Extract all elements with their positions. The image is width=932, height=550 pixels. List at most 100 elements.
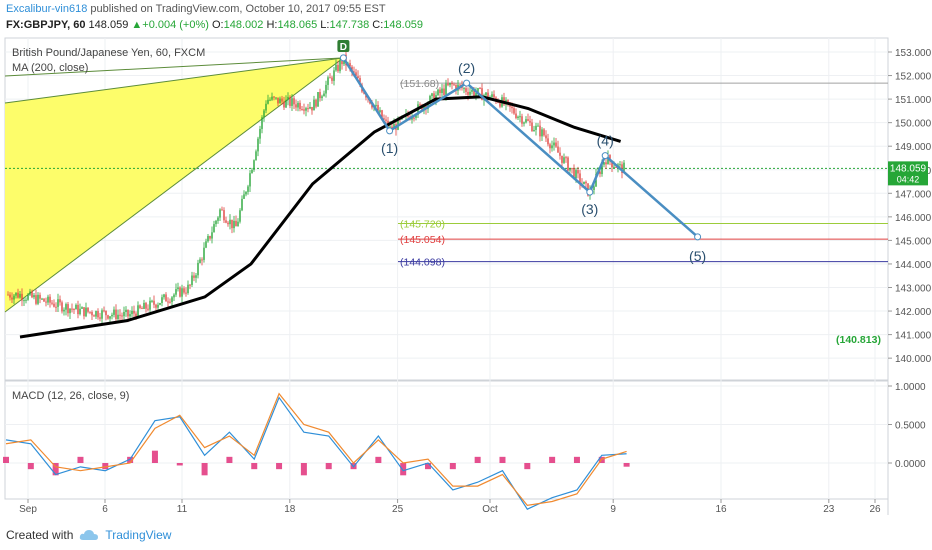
candle-body — [149, 300, 151, 310]
candle-body — [223, 210, 225, 221]
candle-body — [221, 209, 223, 211]
macd-hist-bar — [474, 456, 481, 463]
candle-body — [87, 307, 89, 312]
candle-body — [47, 296, 49, 303]
level-label: (140.813) — [836, 334, 881, 346]
candle-body — [51, 302, 53, 304]
author-link[interactable]: Excalibur-vin618 — [6, 3, 88, 15]
wave-point-marker[interactable] — [386, 127, 394, 135]
candle-body — [485, 92, 487, 96]
candle-body — [473, 89, 475, 96]
macd-line[interactable] — [5, 396, 627, 510]
candle-body — [7, 294, 9, 296]
symbol-label[interactable]: FX:GBPJPY, 60 — [6, 19, 86, 31]
wave-point-marker[interactable] — [463, 79, 471, 87]
candle-body — [535, 125, 537, 130]
macd-hist-bar — [3, 456, 9, 463]
candle-body — [97, 311, 99, 318]
candle-body — [37, 294, 39, 304]
macd-hist-bar — [499, 456, 506, 463]
candle-body — [115, 309, 117, 320]
macd-hist-bar — [400, 463, 407, 476]
candle-body — [127, 309, 129, 317]
candle-body — [263, 110, 265, 118]
d-point-marker[interactable]: D — [337, 40, 350, 53]
candle-body — [17, 292, 19, 298]
candle-body — [433, 93, 435, 103]
macd-hist-bar — [102, 463, 109, 470]
candle-body — [193, 275, 195, 278]
price-tick-label: 142.000 — [895, 307, 932, 318]
ohlc-line: FX:GBPJPY, 60 148.059 ▲+0.004 (+0%) O:14… — [6, 19, 424, 31]
candle-body — [549, 144, 551, 149]
wave-count-line[interactable] — [342, 57, 699, 238]
candle-body — [543, 129, 545, 136]
harmonic-pattern-edge-low — [4, 57, 344, 313]
time-tick-label: 25 — [392, 504, 404, 515]
wave-point-marker[interactable] — [694, 233, 702, 241]
candle-body — [567, 157, 569, 171]
candle-body — [287, 96, 289, 100]
candle-body — [303, 109, 305, 111]
candle-body — [159, 302, 161, 305]
up-arrow-icon: ▲ — [131, 19, 143, 31]
candle-body — [565, 157, 567, 159]
macd-hist-bar — [276, 463, 283, 470]
candle-body — [67, 304, 69, 314]
candle-body — [317, 92, 319, 107]
candle-body — [333, 70, 335, 81]
candle-body — [261, 117, 263, 129]
candles-group[interactable] — [7, 49, 625, 325]
candle-body — [183, 288, 185, 293]
candle-body — [189, 284, 191, 286]
candle-body — [307, 108, 309, 110]
wave-markers — [339, 54, 702, 241]
wave-point-marker[interactable] — [601, 152, 609, 160]
candle-body — [15, 292, 17, 296]
candle-body — [71, 308, 73, 310]
candle-body — [121, 315, 123, 317]
tradingview-link[interactable]: TradingView — [105, 528, 172, 542]
ma-200-line[interactable] — [19, 95, 622, 339]
candle-body — [447, 83, 449, 86]
macd-hist-bar — [151, 450, 158, 463]
candle-body — [9, 294, 11, 298]
candle-body — [205, 241, 207, 248]
candle-body — [569, 167, 571, 171]
candle-body — [603, 162, 605, 165]
candle-body — [553, 142, 555, 146]
candle-body — [299, 102, 301, 110]
candle-body — [305, 108, 307, 111]
candle-body — [111, 314, 113, 317]
candle-body — [537, 125, 539, 127]
wave-point-marker[interactable] — [339, 54, 347, 62]
candle-body — [213, 224, 215, 233]
time-tick-label: Sep — [19, 504, 37, 515]
candle-body — [173, 294, 175, 298]
candle-body — [281, 98, 283, 102]
candle-body — [481, 88, 483, 101]
candle-body — [73, 308, 75, 310]
candle-body — [355, 72, 357, 77]
candle-body — [77, 304, 79, 315]
candle-body — [359, 78, 361, 85]
candle-body — [523, 122, 525, 124]
wave-labels: (1) (2) (3) (4) (5) — [381, 60, 706, 264]
candle-body — [507, 99, 509, 103]
candle-body — [439, 89, 441, 93]
candle-body — [301, 109, 303, 111]
candle-body — [19, 293, 21, 298]
candle-body — [533, 129, 535, 132]
candle-body — [161, 297, 163, 303]
candle-body — [103, 310, 105, 312]
candle-body — [235, 220, 237, 227]
candle-body — [385, 119, 387, 121]
candle-body — [117, 314, 119, 320]
macd-hist-bar — [176, 463, 183, 466]
signal-line[interactable] — [5, 392, 627, 506]
wave-point-marker[interactable] — [586, 188, 594, 196]
level-label: (145.054) — [400, 234, 445, 246]
candle-body — [61, 302, 63, 312]
candle-body — [499, 102, 501, 107]
